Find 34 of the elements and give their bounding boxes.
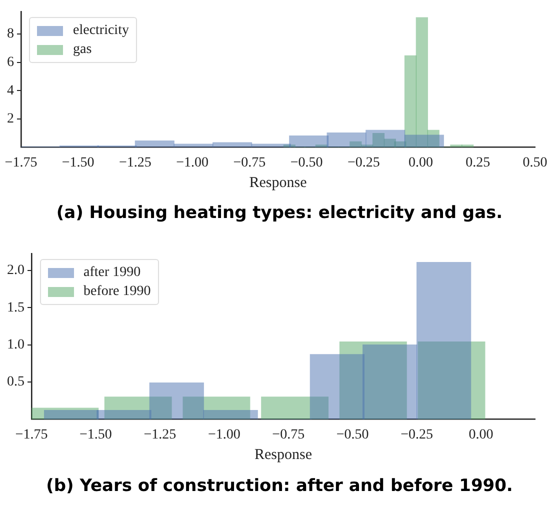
x-tick-label: −1.25 <box>144 427 176 442</box>
text: (a) Housing heating types: electricity and gas. <box>55 202 504 225</box>
x-tick-label: −1.50 <box>62 155 94 170</box>
x-tick-label: −1.00 <box>176 155 209 170</box>
legend-label: gas <box>73 42 92 58</box>
x-tick-label: −0.50 <box>290 155 323 170</box>
legend-label: before 1990 <box>84 284 151 300</box>
legend-label: electricity <box>73 22 129 39</box>
x-tick-label: −0.25 <box>347 155 380 170</box>
x-tick-label: 0.25 <box>466 155 490 170</box>
x-tick-label: −1.75 <box>4 155 38 170</box>
x-tick-label: −0.25 <box>400 427 434 442</box>
x-tick-label: −0.50 <box>336 427 369 442</box>
y-tick-label: 4 <box>7 83 14 98</box>
x-tick-label: −0.75 <box>233 155 266 170</box>
x-tick-label: −0.75 <box>272 427 305 442</box>
y-tick-label: 8 <box>7 26 14 42</box>
legend-label: after 1990 <box>84 264 141 281</box>
x-tick-label: −1.75 <box>15 427 48 442</box>
x-tick-label: 0.50 <box>522 155 548 170</box>
x-axis-title: Response <box>249 174 308 191</box>
x-tick-label: −1.50 <box>80 427 112 442</box>
text: (b) Years of construction: after and before 1990. <box>45 475 514 498</box>
y-tick-label: 1.5 <box>7 300 24 316</box>
y-tick-label: 1.0 <box>7 338 24 353</box>
y-tick-label: 6 <box>7 54 14 70</box>
y-tick-label: 0.5 <box>7 374 24 390</box>
y-tick-label: 2.0 <box>7 263 24 278</box>
x-axis-title: Response <box>254 446 312 463</box>
y-tick-label: 2 <box>7 112 14 127</box>
x-tick-label: 0.00 <box>408 155 434 170</box>
x-tick-label: 0.00 <box>468 427 494 442</box>
x-tick-label: −1.25 <box>119 155 152 170</box>
x-tick-label: −1.00 <box>208 427 240 442</box>
